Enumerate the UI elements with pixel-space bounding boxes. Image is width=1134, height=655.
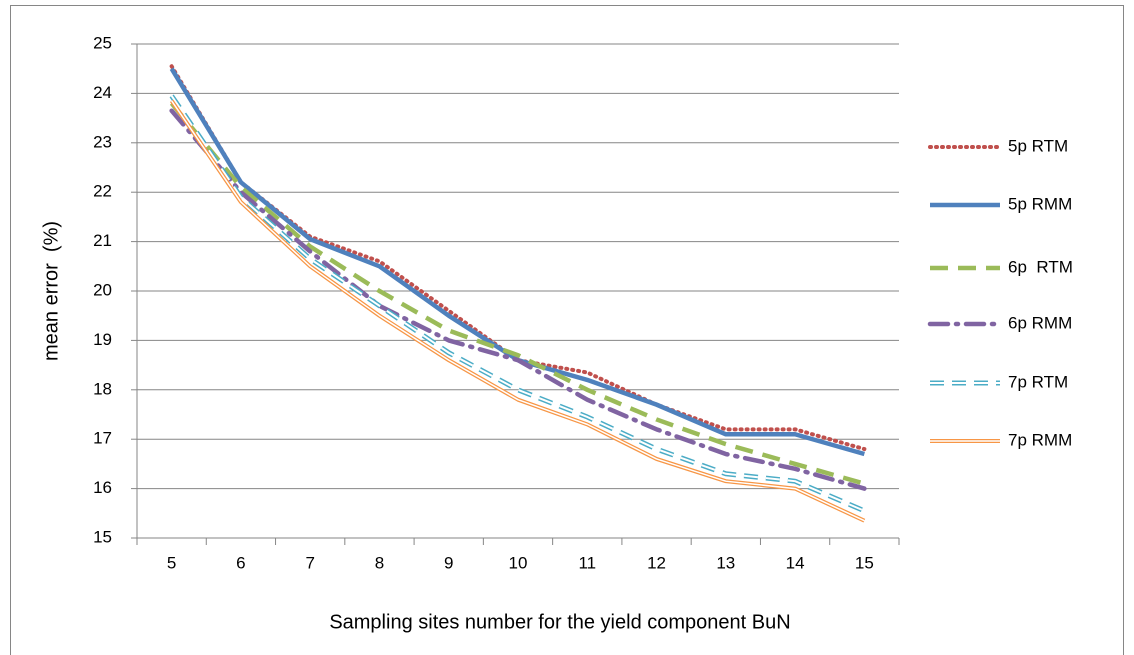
y-tick-label: 25 — [93, 33, 112, 52]
series-line — [169, 99, 866, 523]
series-line-inner — [171, 100, 865, 522]
legend-label: 7p RTM — [1008, 372, 1068, 391]
chart-border — [10, 5, 1124, 655]
x-tick-label: 10 — [509, 553, 528, 572]
x-tick-label: 9 — [444, 553, 453, 572]
series-line — [169, 94, 866, 514]
legend-label: 7p RMM — [1008, 430, 1072, 449]
series-line — [169, 67, 865, 457]
x-tick-label: 13 — [716, 553, 735, 572]
y-tick-label: 21 — [93, 231, 112, 250]
y-tick-label: 24 — [93, 83, 112, 102]
x-axis-title: Sampling sites number for the yield comp… — [329, 611, 790, 633]
y-tick-label: 20 — [93, 280, 112, 299]
legend-label: 6p RMM — [1008, 313, 1072, 332]
x-tick-label: 8 — [375, 553, 384, 572]
x-tick-label: 5 — [167, 553, 176, 572]
y-tick-label: 22 — [93, 182, 112, 201]
y-tick-label: 17 — [93, 429, 112, 448]
series-line — [169, 108, 867, 491]
x-tick-label: 15 — [855, 553, 874, 572]
y-tick-label: 18 — [93, 379, 112, 398]
x-tick-label: 12 — [647, 553, 666, 572]
legend-label: 5p RMM — [1008, 194, 1072, 213]
y-tick-label: 15 — [93, 527, 112, 546]
x-tick-label: 11 — [578, 553, 596, 572]
y-tick-label: 16 — [93, 478, 112, 497]
x-tick-label: 6 — [236, 553, 245, 572]
series-line — [169, 101, 865, 486]
y-tick-label: 23 — [93, 132, 112, 151]
y-tick-label: 19 — [93, 330, 112, 349]
legend-label: 5p RTM — [1008, 136, 1068, 155]
y-axis-title: mean error (%) — [40, 221, 62, 361]
x-tick-label: 7 — [305, 553, 314, 572]
series-line-inner — [170, 95, 865, 512]
x-tick-label: 14 — [786, 553, 805, 572]
legend-label: 6p RTM — [1008, 257, 1073, 276]
